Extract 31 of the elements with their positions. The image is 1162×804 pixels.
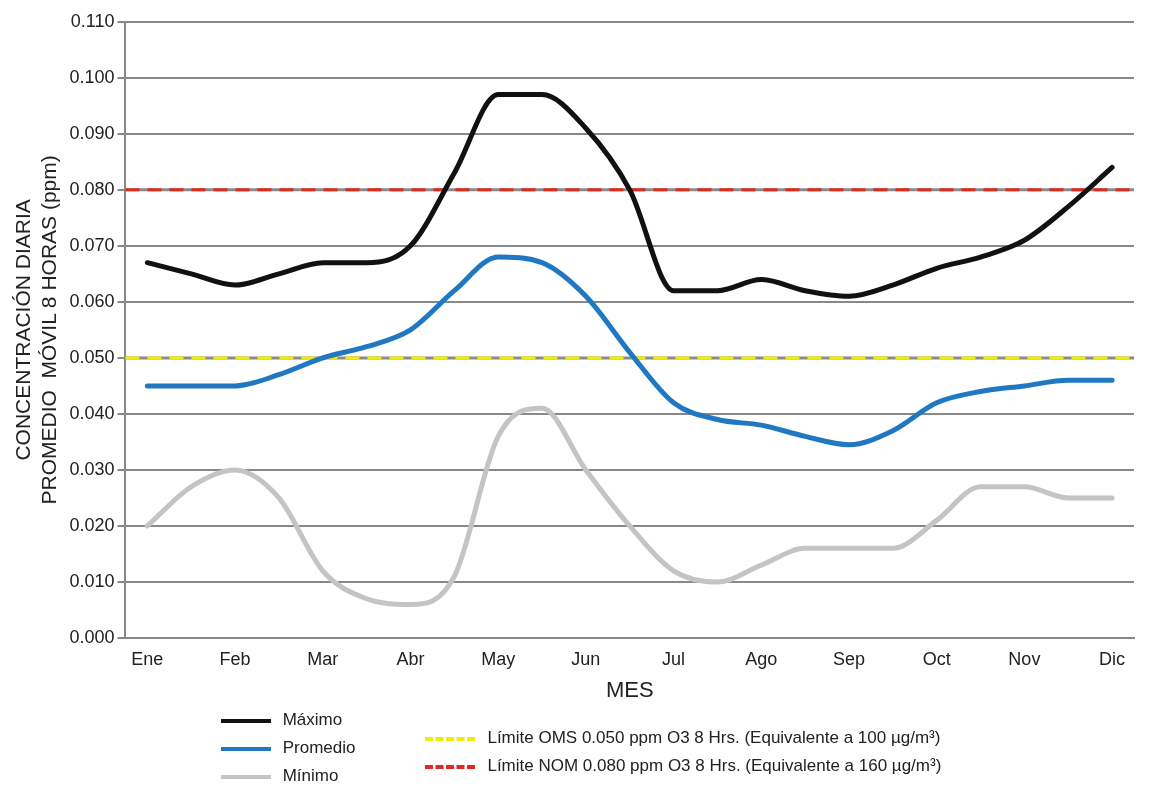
y-tick-label: 0.080 [69,178,115,199]
x-tick-label: Ene [131,648,164,669]
legend-label: Máximo [282,710,343,729]
y-tick-label: 0.000 [69,626,115,647]
y-tick-label: 0.020 [69,514,115,535]
x-tick-label: Abr [396,648,425,669]
y-tick-label: 0.010 [69,570,115,591]
x-tick-label: Jun [571,648,601,669]
y-tick-label: 0.050 [69,346,115,367]
legend-label: Límite NOM 0.080 ppm O3 8 Hrs. (Equivalente a 160 µg/m³) [487,756,942,775]
x-axis-title: MES [605,676,654,702]
y-tick-label: 0.040 [69,402,115,423]
y-axis-title: CONCENTRACIÓN DIARIA PROMEDIO MÓVIL 8 HORAS (ppm) [11,155,60,505]
legend-label: Mínimo [282,766,339,785]
legend-label: Límite OMS 0.050 ppm O3 8 Hrs. (Equivalente a 100 µg/m³) [487,728,941,747]
y-tick-label: 0.110 [70,10,115,31]
x-tick-label: Oct [922,648,951,669]
x-tick-label: Dic [1099,648,1126,669]
x-tick-label: Sep [832,648,865,669]
y-tick-label: 0.070 [69,234,115,255]
y-tick-label: 0.100 [69,66,115,87]
x-tick-label: May [481,648,516,669]
legend-label: Promedio [282,738,356,757]
y-tick-label: 0.090 [69,122,115,143]
y-tick-label: 0.030 [69,458,115,479]
x-tick-label: Feb [219,648,251,669]
x-tick-label: Mar [307,648,339,669]
y-tick-label: 0.060 [69,290,115,311]
x-tick-label: Ago [745,648,778,669]
x-tick-label: Nov [1008,648,1041,669]
x-tick-label: Jul [662,648,686,669]
